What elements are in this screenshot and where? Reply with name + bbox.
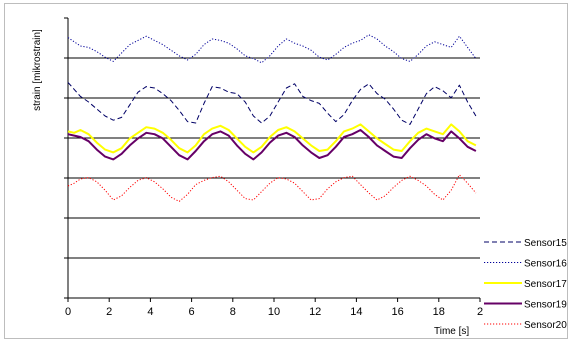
x-tick-label: 4 — [147, 306, 153, 318]
x-tick-label: 16 — [391, 306, 403, 318]
grid — [68, 57, 480, 259]
chart-frame — [4, 3, 568, 339]
legend: Sensor15 Sensor16 Sensor17 Sensor19 Sensor20 — [484, 238, 567, 331]
series-lines — [67, 34, 477, 202]
legend-label: Sensor16 — [524, 259, 567, 270]
y-axis-label: strain [mikrostrain] — [32, 29, 43, 111]
series-line-sensor16 — [67, 34, 477, 64]
series-line-sensor15 — [67, 82, 477, 125]
x-tick-label: 0 — [65, 306, 71, 318]
legend-label: Sensor17 — [524, 279, 567, 290]
x-tick-label: 2 — [106, 306, 112, 318]
x-tick-label: 12 — [309, 306, 321, 318]
legend-label: Sensor15 — [524, 238, 567, 249]
x-tick-label: 8 — [230, 306, 236, 318]
legend-label: Sensor19 — [524, 300, 567, 311]
legend-label: Sensor20 — [524, 320, 567, 331]
x-tick-label: 18 — [433, 306, 445, 318]
x-tick-label: 14 — [350, 306, 362, 318]
series-line-sensor19 — [67, 129, 477, 161]
series-line-sensor17 — [67, 123, 477, 154]
axes: 0 2 4 6 8 10 12 14 16 18 2 — [64, 17, 483, 318]
x-axis-label: Time [s] — [434, 326, 469, 337]
x-tick-label: 6 — [189, 306, 195, 318]
x-tick-label: 10 — [268, 306, 280, 318]
series-line-sensor20 — [67, 174, 477, 202]
x-tick-label: 2 — [477, 306, 483, 318]
